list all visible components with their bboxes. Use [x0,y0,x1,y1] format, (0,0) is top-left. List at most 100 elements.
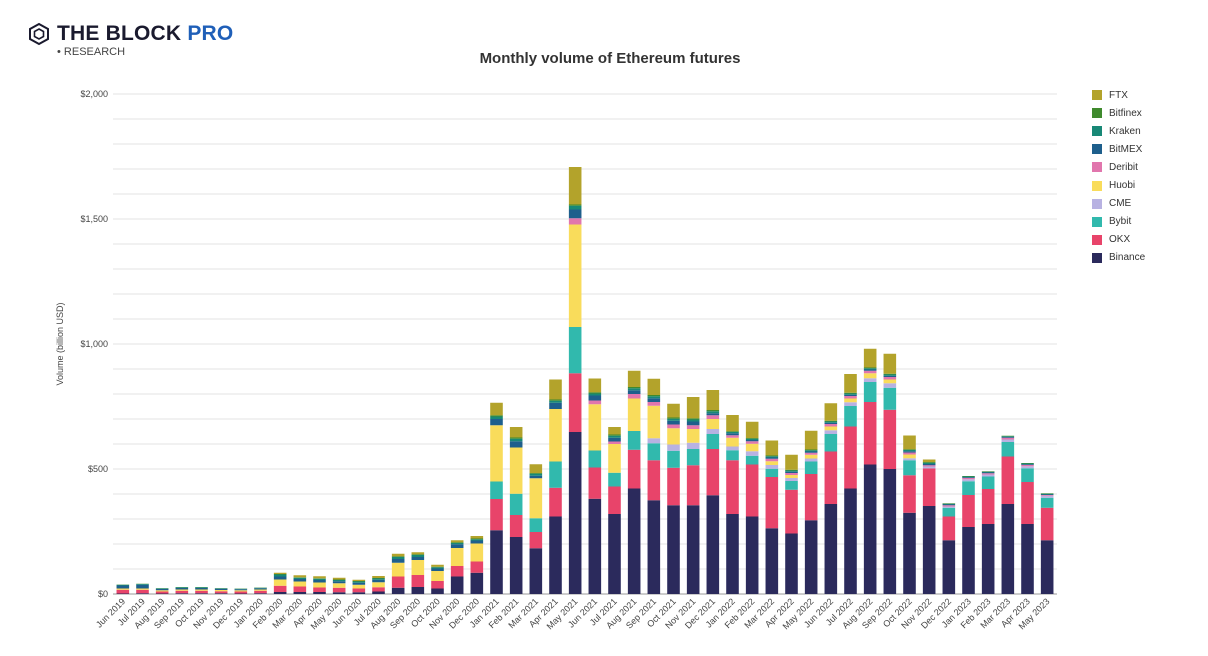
legend-label: CME [1109,198,1132,210]
bar-segment-okx [568,373,582,432]
bar-segment-binance [667,505,680,594]
bar-segment-binance [627,488,641,594]
bar-segment-okx [1021,482,1034,524]
bar-segment-ftx [372,576,385,578]
bar-segment-deribit [686,425,700,429]
bar-segment-deribit [824,424,838,427]
bar-segment-binance [706,495,720,594]
bar-segment-okx [450,566,464,577]
bar-segment-bybit [647,443,661,461]
bar-segment-ftx [332,577,346,580]
bar-segment-bitfinex [490,415,503,417]
bar-segment-binance [234,593,248,594]
bar-segment-kraken [785,470,798,472]
bar-segment-bitmex [1021,464,1034,465]
legend-swatch [1092,234,1102,245]
bar-segment-okx [372,587,385,592]
y-axis-label: Volume (billion USD) [55,302,65,385]
bar-segment-huobi [824,426,838,431]
bar-segment-bitfinex [1021,463,1034,464]
bar-segment-ftx [293,575,307,578]
bar-segment-bitmex [136,584,149,589]
bar-segment-okx [509,515,523,537]
bar-segment-okx [490,499,503,531]
bar-segment-bybit [1021,468,1034,482]
legend-label: BitMEX [1109,143,1143,155]
bar-segment-binance [962,527,975,594]
bar-segment-bitmex [1040,494,1054,495]
bar-segment-bybit [824,434,838,452]
bar-segment-huobi [195,589,208,591]
bar-segment-kraken [234,588,248,590]
bar-segment-okx [942,516,956,541]
bar-segment-kraken [490,416,503,419]
bar-segment-deribit [627,394,641,399]
bar-segment-kraken [175,587,189,588]
bar-segment-bitfinex [686,418,700,420]
bar-segment-kraken [1040,493,1054,495]
bar-segment-bitmex [745,440,759,442]
bar-segment-okx [431,581,444,589]
legend-swatch [1092,144,1102,155]
bar-segment-cme [962,479,975,482]
bar-segment-deribit [1021,465,1034,467]
bar-segment-huobi [470,543,484,562]
bar-segment-kraken [332,580,346,582]
bar-segment-huobi [883,379,897,384]
bar-segment-huobi [627,398,641,431]
bar-segment-kraken [411,555,425,557]
brand-name: THE BLOCK PRO [57,22,234,45]
bar-segment-okx [116,589,130,594]
bar-segment-cme [647,438,661,444]
bar-segment-bitmex [509,441,523,448]
bar-segment-huobi [726,437,739,447]
bar-segment-kraken [745,438,759,440]
bar-segment-bitfinex [922,462,936,463]
bar-segment-cme [1040,495,1054,498]
bar-segment-okx [726,460,739,514]
bar-segment-ftx [863,348,877,368]
bar-segment-kraken [981,471,995,473]
bar-segment-kraken [804,450,818,452]
bar-segment-bitfinex [450,542,464,543]
bar-segment-okx [588,467,602,499]
bar-segment-deribit [863,370,877,374]
bar-segment-bitmex [470,540,484,544]
bar-segment-bybit [667,450,680,468]
bar-segment-bitmex [608,437,621,442]
bar-segment-deribit [942,505,956,507]
bar-segment-binance [411,587,425,594]
bar-segment-kraken [863,368,877,370]
bar-segment-bybit [726,450,739,461]
bar-segment-bitmex [549,402,562,409]
bar-segment-okx [962,495,975,527]
bar-segment-bybit [765,468,779,477]
bar-segment-bitfinex [844,392,857,394]
bar-segment-kraken [391,557,405,559]
bar-segment-kraken [470,539,484,541]
bar-segment-bitmex [214,588,228,590]
bar-segment-bitfinex [745,438,759,439]
bar-segment-okx [1040,507,1054,541]
bar-segment-bitfinex [981,471,995,472]
bar-segment-bybit [706,434,720,449]
legend-swatch [1092,180,1102,191]
bar-segment-bitfinex [647,395,661,397]
bar-segment-okx [313,587,326,592]
bar-segment-kraken [1001,436,1015,437]
bar-segment-kraken [765,456,779,458]
bar-segment-okx [549,487,562,517]
bar-segment-bitfinex [332,579,346,580]
bar-segment-bitmex [431,568,444,571]
bar-segment-kraken [254,587,267,589]
bar-segment-bybit [942,507,956,517]
bar-segment-bitfinex [765,455,779,457]
bar-segment-okx [411,575,425,587]
bar-segment-ftx [804,430,818,450]
bar-segment-binance [647,500,661,594]
bar-segment-ftx [450,540,464,543]
bar-segment-kraken [509,438,523,442]
bar-segment-bitfinex [549,399,562,401]
bar-segment-okx [1001,456,1015,504]
